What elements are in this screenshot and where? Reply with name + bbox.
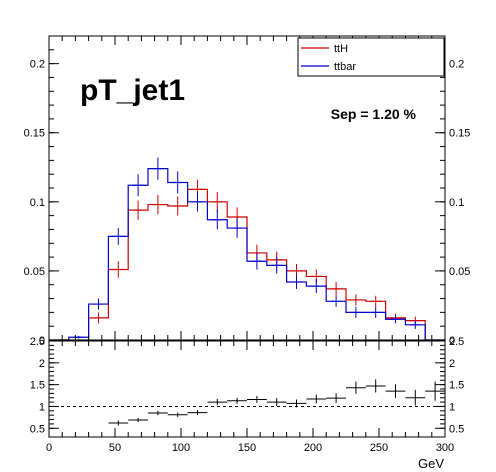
ratio-xtick-label-5: 250 (370, 442, 388, 454)
legend: ttH ttbar (297, 37, 445, 77)
ratio-xtick-label-0: 0 (46, 442, 52, 454)
x-axis-label: GeV (418, 456, 444, 471)
top-ytick-label-left-3: 0.15 (24, 128, 45, 140)
separation-annotation: Sep = 1.20 % (331, 106, 417, 122)
chart-title: pT_jet1 (80, 74, 185, 107)
ratio-panel-axes: 0.5 0.51 11.5 1.52 22.5 2.50 50 100 150 200 250 300 (30, 336, 465, 454)
ratio-xtick-label-2: 100 (172, 442, 190, 454)
ratio-ytick-label-right-3: 2 (449, 358, 455, 370)
top-ytick-label-right-0: 0 (449, 335, 455, 347)
ratio-ytick-label-left-4: 2.5 (30, 336, 45, 348)
ratio-panel-series (49, 379, 445, 426)
top-ytick-label-right-1: 0.05 (449, 266, 470, 278)
top-ytick-label-left-2: 0.1 (30, 197, 45, 209)
ratio-xtick-label-3: 150 (238, 442, 256, 454)
top-ytick-label-right-3: 0.15 (449, 128, 470, 140)
top-ytick-label-right-4: 0.2 (449, 59, 464, 71)
legend-box (297, 37, 445, 77)
top-ytick-label-left-0: 0 (39, 335, 45, 347)
ratio-ytick-label-left-2: 1.5 (30, 380, 45, 392)
top-panel-axes: 0 0 0.05 0.05 0.1 0.1 0.15 0.15 0.2 0.2 (24, 35, 470, 347)
ratio-xtick-label-6: 300 (436, 442, 454, 454)
ratio-ytick-label-right-0: 0.5 (449, 423, 464, 435)
top-ytick-label-left-1: 0.05 (24, 266, 45, 278)
ratio-ytick-label-right-1: 1 (449, 401, 455, 413)
legend-label-tth: ttH (334, 43, 348, 55)
legend-label-ttbar: ttbar (334, 61, 356, 73)
ratio-ytick-label-right-4: 2.5 (449, 336, 464, 348)
top-ytick-label-left-4: 0.2 (30, 59, 45, 71)
ratio-ytick-label-left-1: 1 (39, 401, 45, 413)
ratio-ytick-label-left-3: 2 (39, 358, 45, 370)
ratio-ytick-label-left-0: 0.5 (30, 423, 45, 435)
ratio-ytick-label-right-2: 1.5 (449, 380, 464, 392)
ratio-xtick-label-4: 200 (304, 442, 322, 454)
top-panel-series (49, 157, 445, 341)
ratio-xtick-label-1: 50 (109, 442, 121, 454)
top-ytick-label-right-2: 0.1 (449, 197, 464, 209)
